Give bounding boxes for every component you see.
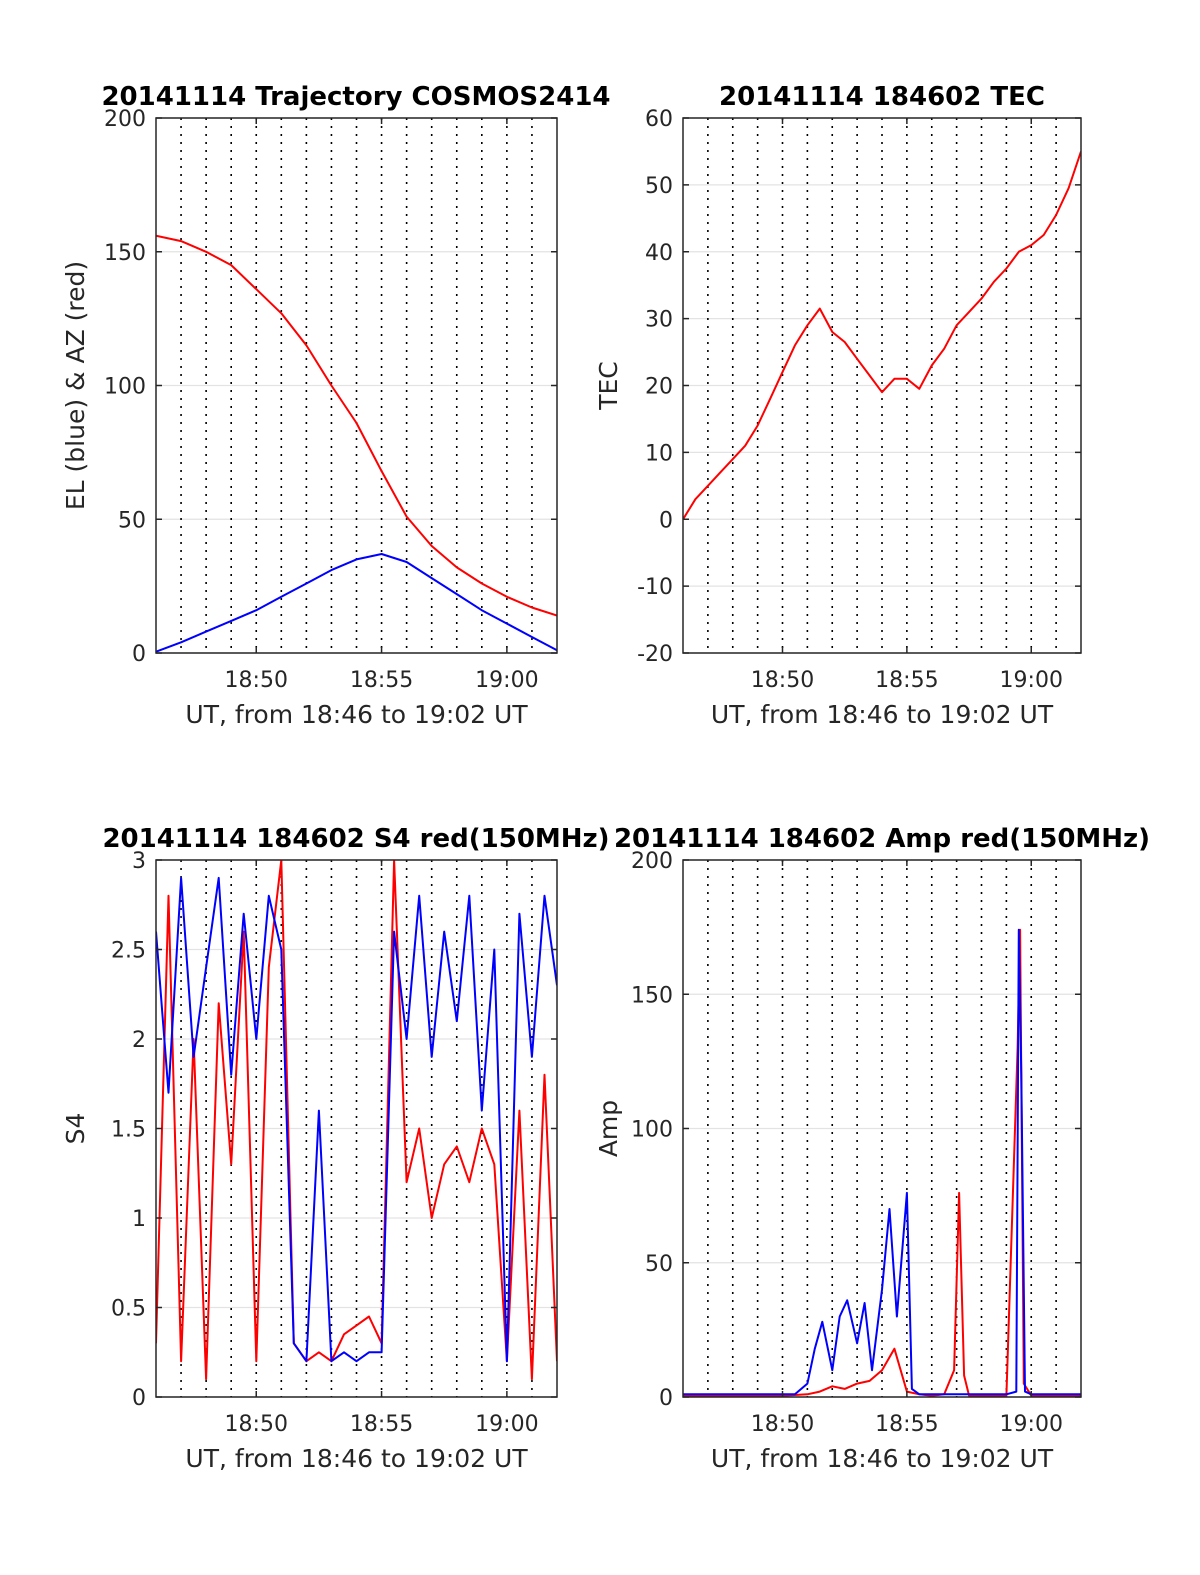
- y-axis-label: TEC: [594, 361, 623, 411]
- x-tick-label: 19:00: [475, 668, 538, 693]
- x-tick-label: 18:55: [875, 668, 938, 693]
- y-axis-label: EL (blue) & AZ (red): [61, 261, 90, 510]
- series-line-2: [156, 876, 557, 1363]
- x-tick-label: 18:50: [751, 1412, 814, 1437]
- y-tick-label: 0: [132, 642, 146, 667]
- y-tick-label: 1: [132, 1207, 146, 1232]
- y-tick-label: 0.5: [111, 1297, 146, 1322]
- chart-title: 20141114 184602 S4 red(150MHz): [102, 824, 609, 854]
- x-tick-label: 18:50: [225, 668, 288, 693]
- y-tick-label: 40: [645, 241, 673, 266]
- y-tick-label: 50: [645, 1252, 673, 1277]
- chart-panel-2: -20 -10 0 10 20 30 40 50 60 18:50 18:55 19:00 201411…: [594, 82, 1082, 729]
- y-tick-label: 100: [104, 375, 146, 400]
- chart-title: 20141114 184602 TEC: [719, 82, 1045, 112]
- y-tick-label: -10: [637, 575, 673, 600]
- y-tick-label: 2: [132, 1028, 146, 1053]
- series-line-1: [156, 860, 557, 1381]
- chart-title: 20141114 184602 Amp red(150MHz): [614, 824, 1150, 854]
- y-tick-label: 20: [645, 375, 673, 400]
- series-line-1: [683, 151, 1081, 520]
- y-tick-label: 10: [645, 441, 673, 466]
- x-axis-label: UT, from 18:46 to 19:02 UT: [711, 700, 1054, 729]
- chart-title: 20141114 Trajectory COSMOS2414: [101, 82, 610, 112]
- y-tick-label: 3: [132, 849, 146, 874]
- y-tick-label: 150: [631, 983, 673, 1008]
- x-axis-label: UT, from 18:46 to 19:02 UT: [185, 1444, 528, 1473]
- x-tick-label: 18:55: [350, 668, 413, 693]
- chart-panel-3: 0 0.5 1 1.5 2 2.5 3 18:50 18:55 19:00 20141114 184…: [61, 824, 610, 1473]
- y-tick-label: 200: [104, 107, 146, 132]
- x-tick-label: 19:00: [475, 1412, 538, 1437]
- y-tick-label: 0: [132, 1386, 146, 1411]
- y-tick-label: 1.5: [111, 1118, 146, 1143]
- y-tick-label: 2.5: [111, 939, 146, 964]
- x-axis-label: UT, from 18:46 to 19:02 UT: [711, 1444, 1054, 1473]
- series-line-1: [156, 234, 557, 617]
- x-tick-label: 18:55: [350, 1412, 413, 1437]
- y-tick-label: 50: [645, 174, 673, 199]
- x-tick-label: 19:00: [1000, 1412, 1063, 1437]
- series-line-2: [683, 928, 1081, 1396]
- x-axis-label: UT, from 18:46 to 19:02 UT: [185, 700, 528, 729]
- chart-panel-4: 0 50 100 150 200 18:50 18:55 19:00 20141114 1846…: [594, 824, 1150, 1473]
- series-line-2: [156, 553, 557, 653]
- y-tick-label: 200: [631, 849, 673, 874]
- y-tick-label: -20: [637, 642, 673, 667]
- y-tick-label: 30: [645, 308, 673, 333]
- x-tick-label: 19:00: [1000, 668, 1063, 693]
- y-tick-label: 50: [118, 508, 146, 533]
- y-tick-label: 150: [104, 241, 146, 266]
- y-tick-label: 100: [631, 1118, 673, 1143]
- chart-panel-1: 0 50 100 150 200 18:50 18:55 19:00 20141114 Traj…: [61, 82, 611, 729]
- y-tick-label: 0: [659, 508, 673, 533]
- x-tick-label: 18:50: [225, 1412, 288, 1437]
- y-tick-label: 0: [659, 1386, 673, 1411]
- y-axis-label: Amp: [594, 1100, 623, 1157]
- x-tick-label: 18:55: [875, 1412, 938, 1437]
- y-axis-label: S4: [61, 1113, 90, 1145]
- y-tick-label: 60: [645, 107, 673, 132]
- x-tick-label: 18:50: [751, 668, 814, 693]
